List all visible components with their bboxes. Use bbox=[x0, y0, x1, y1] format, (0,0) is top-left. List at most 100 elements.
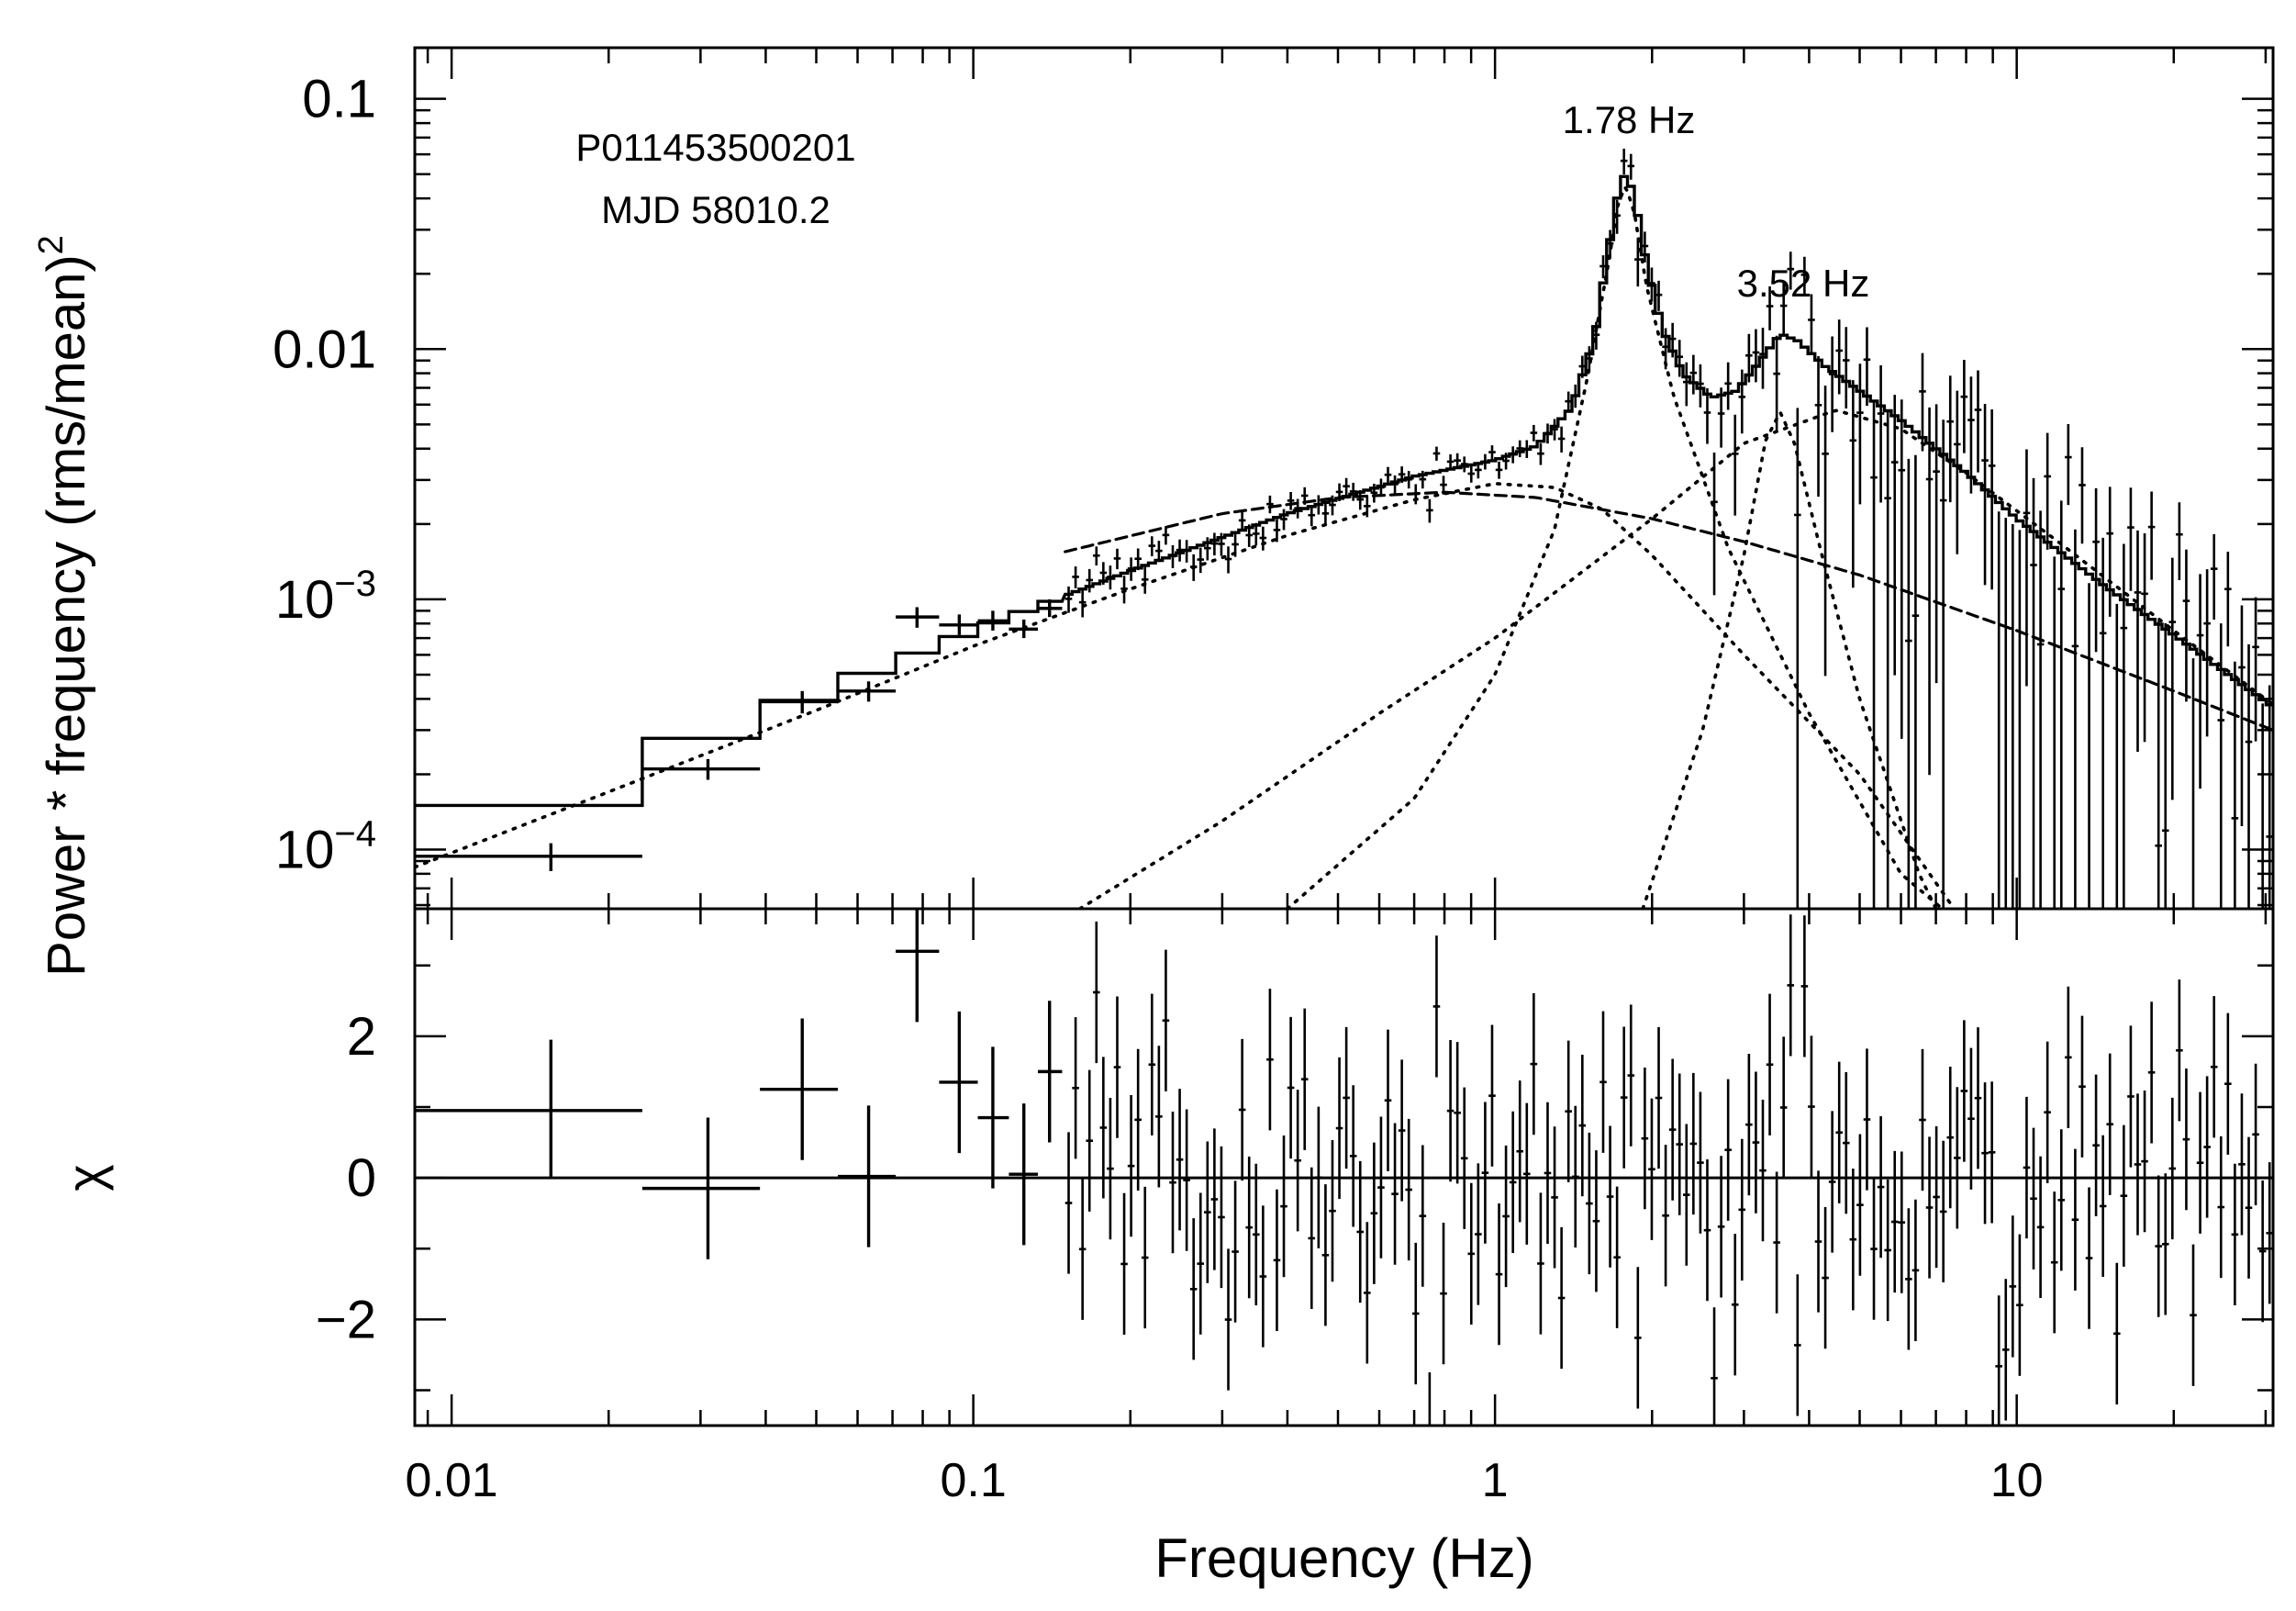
data-point bbox=[2079, 447, 2086, 544]
residual-point bbox=[2030, 1127, 2037, 1270]
data-point bbox=[1905, 458, 1912, 909]
residual-point bbox=[2210, 996, 2218, 1138]
data-point bbox=[1911, 454, 1920, 909]
data-point bbox=[1245, 524, 1253, 547]
residual-point bbox=[2016, 1234, 2023, 1376]
total-model-line bbox=[415, 174, 2273, 808]
residual-point bbox=[1731, 1234, 1739, 1376]
residual-point bbox=[1787, 914, 1795, 1057]
data-point bbox=[1856, 364, 1864, 505]
data-point bbox=[1946, 375, 1955, 503]
data-point bbox=[1655, 280, 1663, 311]
data-point bbox=[1516, 440, 1524, 458]
data-point bbox=[2238, 605, 2246, 827]
data-point bbox=[1364, 496, 1371, 518]
data-point bbox=[1038, 599, 1063, 618]
residual-point bbox=[1078, 1178, 1087, 1320]
data-point bbox=[1189, 554, 1198, 581]
residual-point bbox=[1641, 1068, 1649, 1210]
residual-point bbox=[1946, 1067, 1955, 1209]
residual-point bbox=[1467, 1182, 1476, 1325]
data-point bbox=[760, 690, 839, 714]
residual-point bbox=[1176, 1089, 1184, 1231]
data-point bbox=[1197, 547, 1205, 574]
residual-point bbox=[1432, 935, 1441, 1078]
data-point bbox=[2161, 622, 2169, 909]
residual-point bbox=[1120, 1192, 1128, 1336]
data-point bbox=[1266, 495, 1274, 514]
residual-point bbox=[1592, 1150, 1600, 1292]
data-point bbox=[1072, 566, 1079, 588]
data-point bbox=[1204, 537, 1211, 561]
power-spectrum-panel: 10−4 10−3 0.01 0.1 P011453500201 MJD 58010.… bbox=[32, 46, 2275, 977]
bottom-panel-y-tick-labels: −2 0 2 bbox=[316, 1007, 376, 1349]
residual-point bbox=[1911, 1199, 1920, 1341]
data-point bbox=[1592, 321, 1600, 350]
data-point bbox=[1419, 470, 1427, 489]
data-point bbox=[1335, 483, 1343, 502]
residual-point bbox=[1974, 1027, 1982, 1169]
residual-point bbox=[2238, 1093, 2246, 1236]
data-point bbox=[1454, 453, 1461, 469]
data-point bbox=[1551, 419, 1558, 441]
data-point bbox=[1620, 148, 1628, 175]
data-point bbox=[1884, 412, 1891, 909]
residual-point bbox=[1884, 1179, 1891, 1322]
residual-point bbox=[1814, 1170, 1822, 1313]
data-point bbox=[1808, 294, 1815, 354]
residual-point bbox=[2106, 1053, 2114, 1195]
residual-point bbox=[1238, 1038, 1246, 1181]
residual-point bbox=[1925, 1136, 1934, 1279]
data-point bbox=[939, 614, 978, 635]
residual-point bbox=[1676, 1073, 1684, 1215]
residual-point bbox=[1488, 1024, 1496, 1167]
top-y-axis-label: Power * frequency (rms/mean)2 bbox=[32, 235, 96, 977]
data-point bbox=[1759, 328, 1767, 389]
model-component-dotted bbox=[1077, 408, 2273, 909]
residual-point bbox=[2065, 986, 2072, 1128]
residual-point bbox=[1954, 1087, 1961, 1229]
y-tick-label: −2 bbox=[316, 1290, 376, 1349]
data-point bbox=[1183, 540, 1190, 563]
top-panel-y-tick-labels: 10−4 10−3 0.01 0.1 bbox=[273, 70, 376, 880]
data-point bbox=[2099, 537, 2107, 909]
data-point bbox=[1842, 327, 1850, 409]
data-point bbox=[1641, 231, 1649, 263]
residual-point bbox=[1162, 949, 1170, 1091]
data-point bbox=[2004, 518, 2008, 909]
data-point bbox=[2012, 523, 2014, 909]
data-point bbox=[1724, 362, 1732, 410]
residual-point bbox=[1822, 1206, 1829, 1349]
data-point bbox=[1890, 395, 1899, 676]
residual-point bbox=[1384, 1029, 1392, 1171]
residual-point bbox=[1613, 1186, 1621, 1328]
residual-point bbox=[2099, 1135, 2107, 1278]
residual-point bbox=[1662, 1145, 1669, 1287]
residual-point bbox=[1377, 1116, 1385, 1259]
model-components bbox=[415, 184, 2273, 909]
residual-point bbox=[1565, 1040, 1572, 1182]
residual-point bbox=[2057, 1129, 2066, 1271]
data-point bbox=[1668, 322, 1677, 358]
residual-point bbox=[2134, 1093, 2142, 1236]
data-point bbox=[1356, 489, 1365, 510]
data-point bbox=[1523, 440, 1531, 458]
residual-point bbox=[1890, 1150, 1899, 1293]
residual-point bbox=[1127, 1095, 1135, 1237]
residual-point bbox=[1995, 1295, 2002, 1426]
qpo-harmonic-label: 3.52 Hz bbox=[1737, 262, 1870, 305]
data-point bbox=[2182, 549, 2190, 702]
data-point bbox=[415, 843, 642, 872]
data-point bbox=[1849, 380, 1857, 588]
data-point bbox=[2245, 643, 2253, 909]
data-point bbox=[1432, 446, 1441, 461]
data-point bbox=[1099, 562, 1108, 585]
residual-point bbox=[1321, 1184, 1330, 1326]
data-point bbox=[1939, 420, 1947, 909]
residual-point bbox=[1072, 1017, 1079, 1159]
data-point bbox=[1176, 539, 1184, 562]
data-point bbox=[1475, 462, 1482, 479]
residual-point bbox=[1287, 1016, 1295, 1159]
residual-point bbox=[1280, 1136, 1287, 1278]
